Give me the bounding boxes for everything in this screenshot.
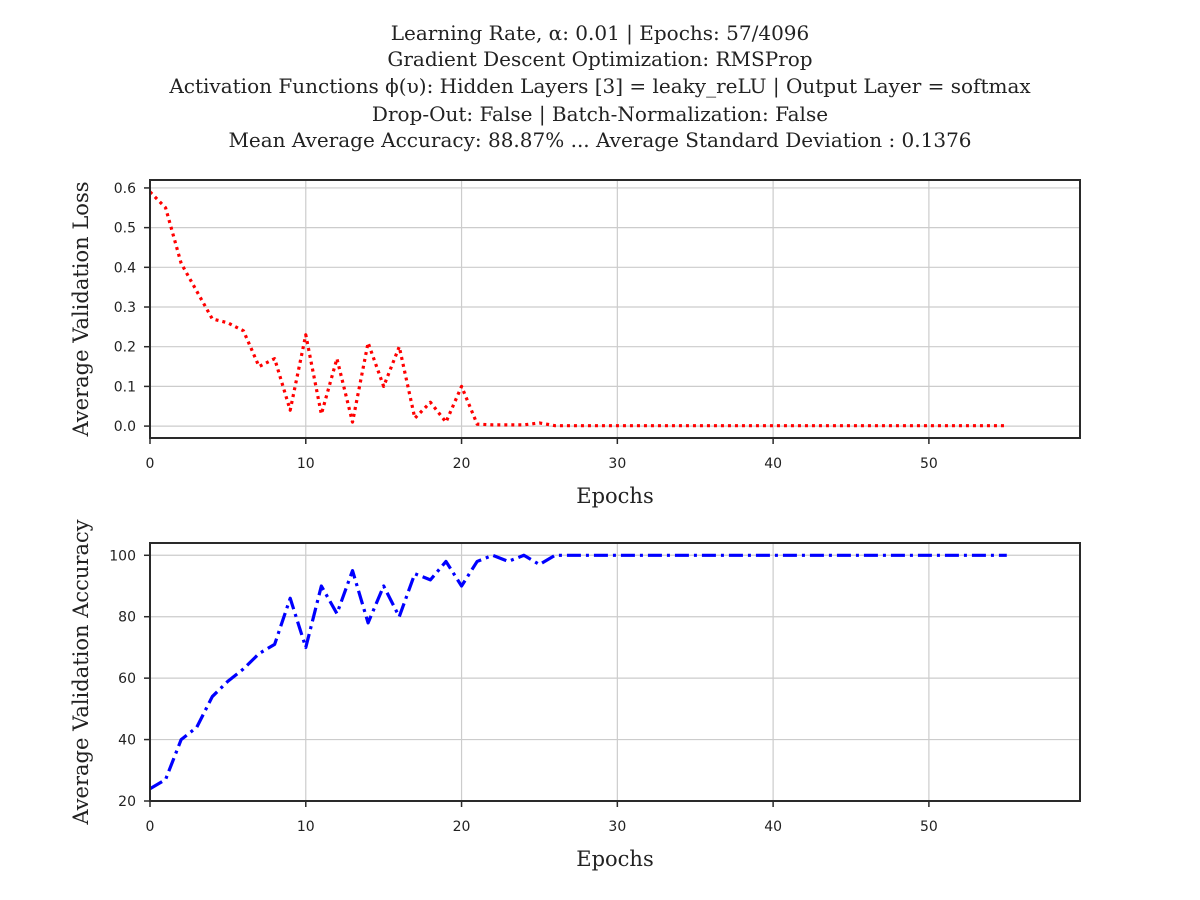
title-line-2: Gradient Descent Optimization: RMSProp — [387, 47, 812, 71]
accuracy-chart: 0 10 20 30 40 50 20 40 60 80 100 Epochs Average Vali… — [69, 519, 1081, 871]
accuracy-x-tick-label: 10 — [297, 819, 315, 835]
accuracy-x-tick-label: 40 — [764, 819, 782, 835]
loss-y-tick-label: 0.5 — [114, 221, 136, 237]
loss-x-tick-label: 50 — [920, 456, 938, 472]
loss-x-tick-label: 20 — [453, 456, 471, 472]
title-line-4: Drop-Out: False | Batch-Normalization: F… — [372, 102, 828, 127]
figure-title: Learning Rate, α: 0.01 | Epochs: 57/4096… — [168, 21, 1031, 152]
loss-x-tick-label: 30 — [608, 456, 626, 472]
accuracy-y-tick-label: 40 — [118, 733, 136, 749]
loss-y-tick-label: 0.4 — [114, 260, 136, 276]
loss-y-axis-label: Average Validation Loss — [69, 181, 93, 437]
accuracy-y-axis-label: Average Validation Accuracy — [69, 519, 93, 825]
accuracy-y-tick-label: 80 — [118, 610, 136, 626]
accuracy-y-tick-label: 60 — [118, 671, 136, 687]
title-line-5: Mean Average Accuracy: 88.87% ... Averag… — [228, 128, 971, 152]
accuracy-x-tick-label: 0 — [146, 819, 155, 835]
accuracy-series-line — [149, 553, 1007, 791]
title-line-3: Activation Functions ϕ(υ): Hidden Layers… — [168, 74, 1031, 99]
title-line-1: Learning Rate, α: 0.01 | Epochs: 57/4096 — [391, 21, 810, 46]
loss-y-tick-label: 0.1 — [114, 379, 136, 395]
loss-x-axis-label: Epochs — [576, 484, 653, 508]
accuracy-y-tick-label: 20 — [118, 794, 136, 810]
loss-plot-frame — [149, 179, 1081, 439]
loss-chart: 0 10 20 30 40 50 0.0 0.1 0.2 0.3 0.4 0.5 0.6 Epochs Av… — [69, 179, 1081, 508]
accuracy-x-tick-label: 30 — [608, 819, 626, 835]
accuracy-x-tick-label: 50 — [920, 819, 938, 835]
loss-series-line — [148, 190, 1007, 428]
accuracy-x-tick-label: 20 — [453, 819, 471, 835]
accuracy-y-tick-label: 100 — [109, 548, 136, 564]
loss-x-tick-label: 10 — [297, 456, 315, 472]
loss-x-tick-label: 40 — [764, 456, 782, 472]
loss-y-tick-label: 0.2 — [114, 340, 136, 356]
loss-x-tick-label: 0 — [146, 456, 155, 472]
accuracy-x-axis-label: Epochs — [576, 847, 653, 871]
accuracy-plot-frame — [149, 542, 1081, 802]
loss-y-tick-label: 0.6 — [114, 181, 136, 197]
loss-y-tick-label: 0.3 — [114, 300, 136, 316]
loss-y-tick-label: 0.0 — [114, 419, 136, 435]
